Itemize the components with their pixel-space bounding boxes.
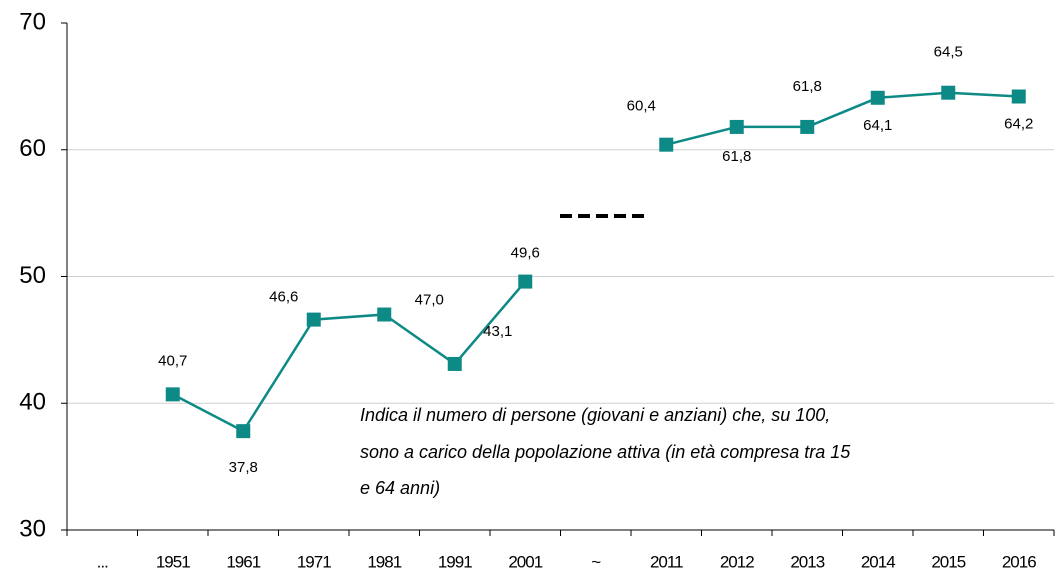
x-tick-label: 2012	[720, 552, 754, 571]
marker	[377, 307, 392, 322]
x-tick-label: 1981	[367, 552, 401, 571]
marker	[306, 312, 321, 327]
y-tick-label: 60	[19, 135, 46, 162]
data-label: 40,7	[158, 352, 187, 369]
marker	[447, 356, 462, 371]
marker	[870, 90, 885, 105]
annotation: e 64 anni)	[360, 478, 440, 498]
x-tick-label: 1991	[438, 552, 472, 571]
x-tick-label: 2016	[1002, 552, 1036, 571]
data-label: 60,4	[627, 98, 656, 115]
data-label: 49,6	[511, 245, 540, 262]
annotation: Indica il numero di persone (giovani e a…	[360, 405, 830, 425]
x-tick-label: ~	[591, 552, 601, 571]
x-tick-label: 2011	[650, 552, 683, 571]
x-tick-label: 1961	[226, 552, 260, 571]
x-tick-label: 2014	[861, 552, 895, 571]
x-tick-label: 1971	[297, 552, 331, 571]
annotation: sono a carico della popolazione attiva (…	[360, 442, 851, 462]
y-tick-label: 50	[19, 262, 46, 289]
series-line	[665, 91, 1019, 146]
data-label: 47,0	[415, 291, 444, 308]
data-label: 46,6	[269, 289, 298, 306]
data-label: 61,8	[722, 148, 751, 165]
x-tick-label: 2001	[508, 552, 542, 571]
data-label: 43,1	[483, 323, 512, 340]
data-label: 37,8	[229, 459, 258, 476]
x-tick-label: 2015	[931, 552, 965, 571]
marker	[941, 85, 956, 100]
series-line	[172, 280, 527, 433]
y-tick-label: 40	[19, 389, 46, 416]
x-tick-label: 1951	[156, 552, 190, 571]
y-tick-label: 70	[19, 8, 46, 35]
data-label: 61,8	[793, 78, 822, 95]
x-tick-label: ...	[97, 552, 108, 571]
marker	[165, 387, 180, 402]
y-tick-label: 30	[19, 515, 46, 542]
marker	[518, 274, 533, 289]
data-label: 64,1	[863, 117, 892, 134]
marker	[1011, 89, 1026, 104]
data-label: 64,5	[934, 44, 963, 61]
x-tick-label: 2013	[790, 552, 824, 571]
marker	[236, 424, 251, 439]
marker	[729, 119, 744, 134]
marker	[800, 119, 815, 134]
data-label: 64,2	[1004, 115, 1033, 132]
marker	[659, 137, 674, 152]
